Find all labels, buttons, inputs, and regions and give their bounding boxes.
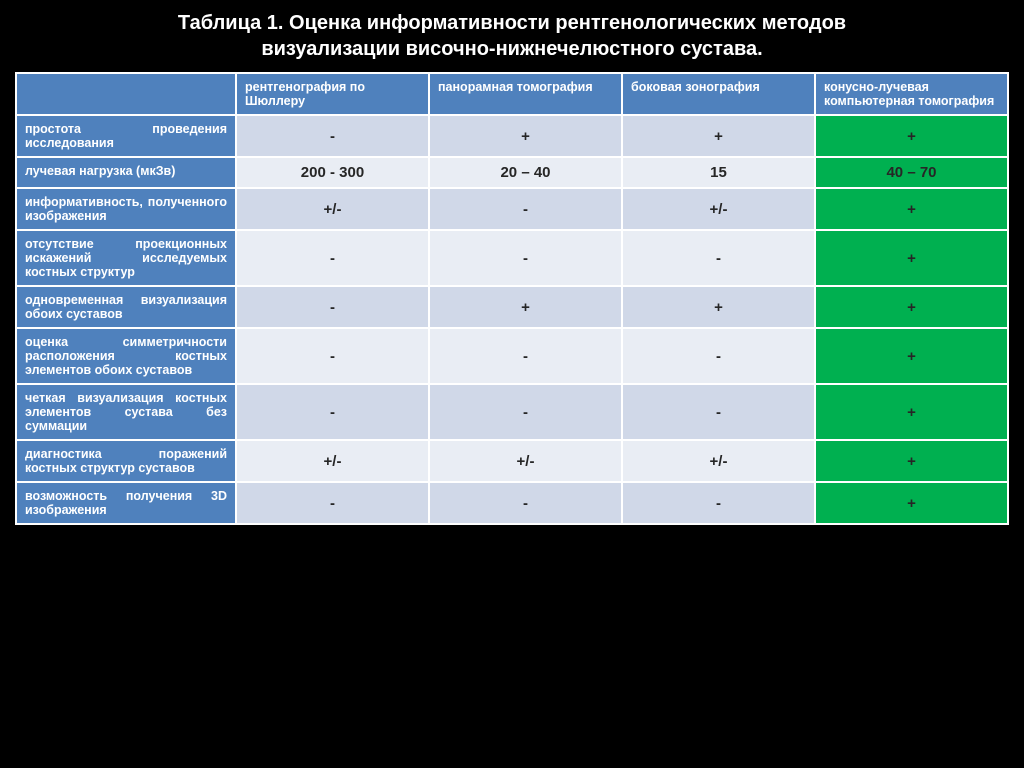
row-header: диагностика поражений костных структур с… (16, 440, 236, 482)
row-header: одновременная визуализация обоих суставо… (16, 286, 236, 328)
title-line-1: Таблица 1. Оценка информативности рентге… (178, 12, 846, 34)
row-header: простота проведения исследования (16, 115, 236, 157)
table-cell: - (622, 328, 815, 384)
table-cell: - (236, 482, 429, 524)
table-cell: + (815, 482, 1008, 524)
table-cell: - (236, 115, 429, 157)
table-cell: + (429, 115, 622, 157)
table-row: информативность, полученного изображения… (16, 188, 1008, 230)
row-header: возможность получения 3D изображения (16, 482, 236, 524)
row-header: четкая визуализация костных элементов су… (16, 384, 236, 440)
table-row: простота проведения исследования-+++ (16, 115, 1008, 157)
table-cell: + (815, 230, 1008, 286)
table-cell: 40 – 70 (815, 157, 1008, 188)
title-line-2: визуализации височно-нижнечелюстного сус… (261, 38, 762, 60)
table-cell: - (236, 328, 429, 384)
row-header: информативность, полученного изображения (16, 188, 236, 230)
table-cell: + (815, 440, 1008, 482)
table-cell: - (622, 482, 815, 524)
col-header: рентгенография по Шюллеру (236, 73, 429, 115)
table-cell: + (815, 328, 1008, 384)
table-cell: - (236, 384, 429, 440)
table-title: Таблица 1. Оценка информативности рентге… (15, 10, 1009, 62)
table-cell: + (815, 188, 1008, 230)
table-cell: + (622, 286, 815, 328)
table-cell: +/- (622, 188, 815, 230)
table-cell: - (236, 286, 429, 328)
table-cell: +/- (236, 188, 429, 230)
table-cell: + (815, 384, 1008, 440)
table-cell: 20 – 40 (429, 157, 622, 188)
table-row: оценка симметричности расположения костн… (16, 328, 1008, 384)
table-cell: +/- (236, 440, 429, 482)
col-header: боковая зонография (622, 73, 815, 115)
table-cell: 15 (622, 157, 815, 188)
table-cell: - (429, 384, 622, 440)
table-row: одновременная визуализация обоих суставо… (16, 286, 1008, 328)
table-cell: + (622, 115, 815, 157)
row-header: лучевая нагрузка (мкЗв) (16, 157, 236, 188)
table-row: лучевая нагрузка (мкЗв)200 - 30020 – 401… (16, 157, 1008, 188)
table-cell: - (429, 188, 622, 230)
table-cell: +/- (622, 440, 815, 482)
table-body: простота проведения исследования-+++луче… (16, 115, 1008, 524)
header-blank (16, 73, 236, 115)
table-cell: - (622, 230, 815, 286)
table-cell: + (429, 286, 622, 328)
header-row: рентгенография по Шюллеру панорамная том… (16, 73, 1008, 115)
table-cell: +/- (429, 440, 622, 482)
table-cell: 200 - 300 (236, 157, 429, 188)
table-cell: + (815, 286, 1008, 328)
table-row: четкая визуализация костных элементов су… (16, 384, 1008, 440)
table-cell: - (622, 384, 815, 440)
table-row: диагностика поражений костных структур с… (16, 440, 1008, 482)
table-row: отсутствие проекционных искажений исслед… (16, 230, 1008, 286)
row-header: отсутствие проекционных искажений исслед… (16, 230, 236, 286)
col-header: панорамная томография (429, 73, 622, 115)
table-row: возможность получения 3D изображения---+ (16, 482, 1008, 524)
table-cell: - (429, 328, 622, 384)
evaluation-table: рентгенография по Шюллеру панорамная том… (15, 72, 1009, 525)
row-header: оценка симметричности расположения костн… (16, 328, 236, 384)
col-header: конусно-лучевая компьютерная томография (815, 73, 1008, 115)
table-cell: - (429, 230, 622, 286)
table-cell: - (429, 482, 622, 524)
table-cell: - (236, 230, 429, 286)
table-cell: + (815, 115, 1008, 157)
